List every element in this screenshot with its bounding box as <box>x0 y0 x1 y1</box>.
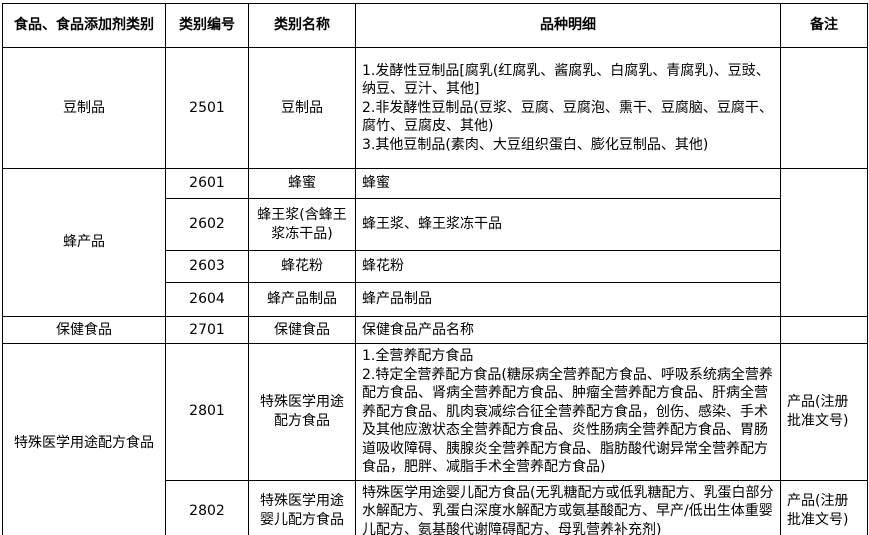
code-cell-2602: 2602 <box>165 198 249 251</box>
table-row-2802: 2802 特殊医学用途婴儿配方食品 特殊医学用途婴儿配方食品(无乳糖配方或低乳糖… <box>3 479 868 535</box>
detail-cell-2801: 1.全营养配方食品 2.特定全营养配方食品(糖尿病全营养配方食品、呼吸系统病全营… <box>355 343 781 481</box>
remark-cell-2801: 产品(注册批准文号) <box>780 343 868 481</box>
name-cell-2501: 豆制品 <box>248 47 356 169</box>
category-cell-bee-products: 蜂产品 <box>2 168 166 317</box>
remark-cell-2701 <box>780 316 868 344</box>
remark-cell-2802: 产品(注册批准文号) <box>780 479 868 535</box>
code-cell-2603: 2603 <box>165 250 249 283</box>
name-cell-2801: 特殊医学用途配方食品 <box>248 343 356 481</box>
table-row-2602: 2602 蜂王浆(含蜂王浆冻干品) 蜂王浆、蜂王浆冻干品 <box>3 198 868 251</box>
column-header-name: 类别名称 <box>248 3 356 48</box>
detail-cell-2701: 保健食品产品名称 <box>355 316 781 344</box>
remark-cell-2501 <box>780 47 868 169</box>
code-cell-2801: 2801 <box>165 343 249 481</box>
name-cell-2601: 蜂蜜 <box>248 168 356 199</box>
code-cell-2501: 2501 <box>165 47 249 169</box>
table-row-2603: 2603 蜂花粉 蜂花粉 <box>3 250 868 283</box>
column-header-category: 食品、食品添加剂类别 <box>2 3 166 48</box>
code-cell-2601: 2601 <box>165 168 249 199</box>
column-header-detail: 品种明细 <box>355 3 781 48</box>
table-row-2501: 豆制品 2501 豆制品 1.发酵性豆制品[腐乳(红腐乳、酱腐乳、白腐乳、青腐乳… <box>2 47 868 169</box>
name-cell-2701: 保健食品 <box>248 316 356 344</box>
category-cell-special-medical-formula: 特殊医学用途配方食品 <box>2 343 166 535</box>
name-cell-2602: 蜂王浆(含蜂王浆冻干品) <box>248 198 356 251</box>
detail-cell-2603: 蜂花粉 <box>355 250 781 283</box>
detail-cell-2802: 特殊医学用途婴儿配方食品(无乳糖配方或低乳糖配方、乳蛋白部分水解配方、乳蛋白深度… <box>355 479 781 535</box>
detail-cell-2602: 蜂王浆、蜂王浆冻干品 <box>355 198 781 251</box>
table-row-2701: 保健食品 2701 保健食品 保健食品产品名称 <box>2 316 868 344</box>
detail-cell-2601: 蜂蜜 <box>355 168 781 199</box>
remark-cell-bee-products <box>780 168 868 317</box>
column-header-remark: 备注 <box>780 3 868 48</box>
category-cell-bean-products: 豆制品 <box>2 47 166 169</box>
table-row-2801: 特殊医学用途配方食品 2801 特殊医学用途配方食品 1.全营养配方食品 2.特… <box>2 343 868 535</box>
code-cell-2802: 2802 <box>165 479 249 535</box>
food-category-table: 食品、食品添加剂类别 类别编号 类别名称 品种明细 备注 豆制品 2501 豆制… <box>2 3 868 535</box>
name-cell-2604: 蜂产品制品 <box>248 282 356 317</box>
header-row: 食品、食品添加剂类别 类别编号 类别名称 品种明细 备注 <box>2 3 868 48</box>
detail-cell-2604: 蜂产品制品 <box>355 282 781 317</box>
name-cell-2603: 蜂花粉 <box>248 250 356 283</box>
table-row-2601: 蜂产品 2601 蜂蜜 蜂蜜 <box>2 168 868 317</box>
column-header-code: 类别编号 <box>165 3 249 48</box>
code-cell-2701: 2701 <box>165 316 249 344</box>
detail-cell-2501: 1.发酵性豆制品[腐乳(红腐乳、酱腐乳、白腐乳、青腐乳)、豆豉、纳豆、豆汁、其他… <box>355 47 781 169</box>
category-cell-health-food: 保健食品 <box>2 316 166 344</box>
name-cell-2802: 特殊医学用途婴儿配方食品 <box>248 479 356 535</box>
code-cell-2604: 2604 <box>165 282 249 317</box>
